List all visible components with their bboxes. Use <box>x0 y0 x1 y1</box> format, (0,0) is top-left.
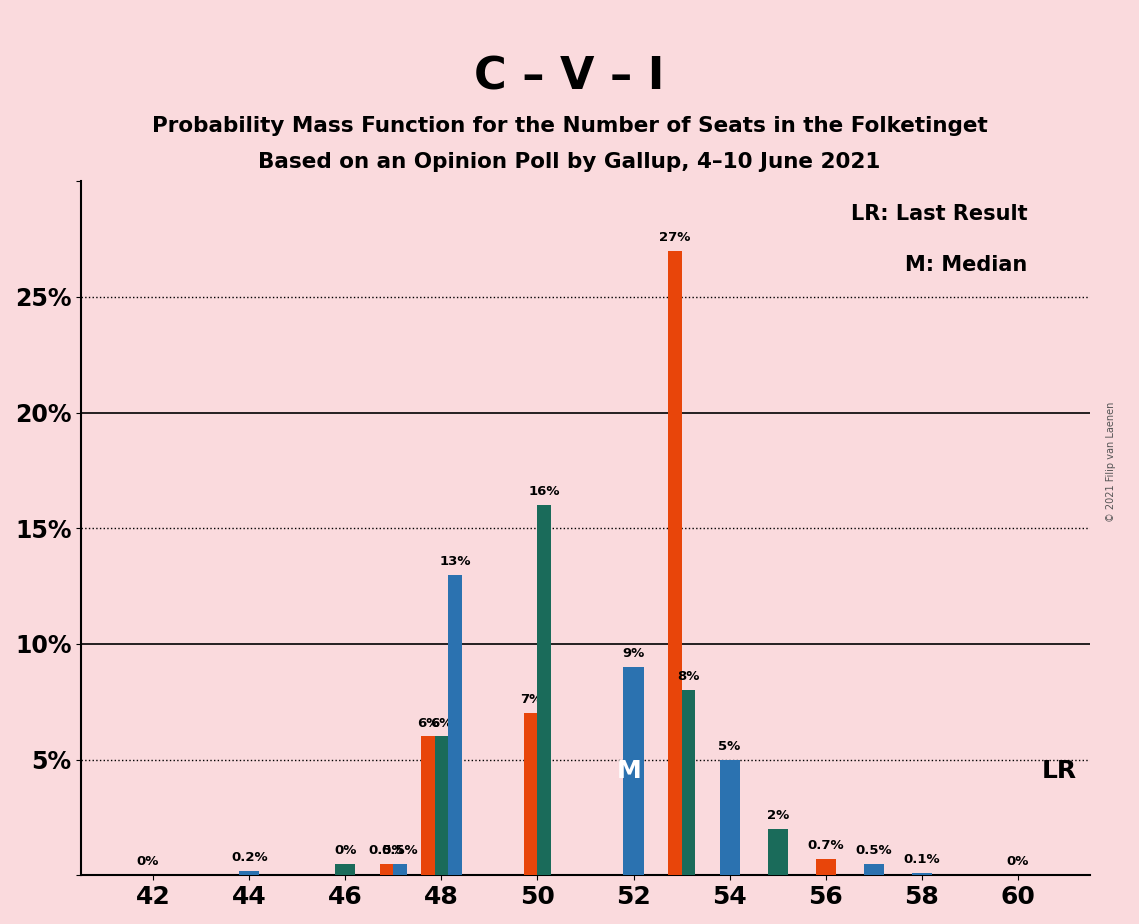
Text: 6%: 6% <box>417 716 440 730</box>
Text: 13%: 13% <box>440 554 470 567</box>
Bar <box>623 667 644 875</box>
Text: 9%: 9% <box>622 647 645 660</box>
Text: © 2021 Filip van Laenen: © 2021 Filip van Laenen <box>1106 402 1116 522</box>
Text: 6%: 6% <box>431 716 452 730</box>
Text: M: Median: M: Median <box>906 255 1027 275</box>
Text: M: M <box>617 760 642 784</box>
Text: 0.2%: 0.2% <box>231 851 268 864</box>
Bar <box>335 864 355 875</box>
Text: 0.7%: 0.7% <box>808 839 844 852</box>
Text: 27%: 27% <box>659 231 690 244</box>
Bar <box>448 575 461 875</box>
Bar <box>421 736 435 875</box>
Text: LR: LR <box>1042 760 1077 784</box>
Text: 2%: 2% <box>767 809 789 822</box>
Bar <box>524 713 538 875</box>
Bar <box>669 250 681 875</box>
Text: LR: Last Result: LR: Last Result <box>851 204 1027 225</box>
Bar <box>681 690 695 875</box>
Text: Probability Mass Function for the Number of Seats in the Folketinget: Probability Mass Function for the Number… <box>151 116 988 136</box>
Text: 16%: 16% <box>528 485 560 498</box>
Text: 8%: 8% <box>677 670 699 683</box>
Bar <box>768 829 788 875</box>
Bar <box>538 505 551 875</box>
Bar <box>720 760 739 875</box>
Bar <box>911 873 932 875</box>
Text: 0%: 0% <box>137 856 159 869</box>
Text: 0.5%: 0.5% <box>368 844 405 857</box>
Text: 5%: 5% <box>719 740 740 753</box>
Bar <box>380 864 393 875</box>
Bar <box>393 864 407 875</box>
Text: 0%: 0% <box>1007 856 1029 869</box>
Text: 0.5%: 0.5% <box>382 844 418 857</box>
Bar <box>435 736 448 875</box>
Text: C – V – I: C – V – I <box>474 55 665 99</box>
Text: 0.5%: 0.5% <box>855 844 892 857</box>
Text: 0%: 0% <box>334 844 357 857</box>
Bar <box>239 870 260 875</box>
Text: Based on an Opinion Poll by Gallup, 4–10 June 2021: Based on an Opinion Poll by Gallup, 4–10… <box>259 152 880 173</box>
Bar <box>863 864 884 875</box>
Text: 0.1%: 0.1% <box>903 853 940 866</box>
Bar <box>816 859 836 875</box>
Text: 7%: 7% <box>519 693 542 707</box>
